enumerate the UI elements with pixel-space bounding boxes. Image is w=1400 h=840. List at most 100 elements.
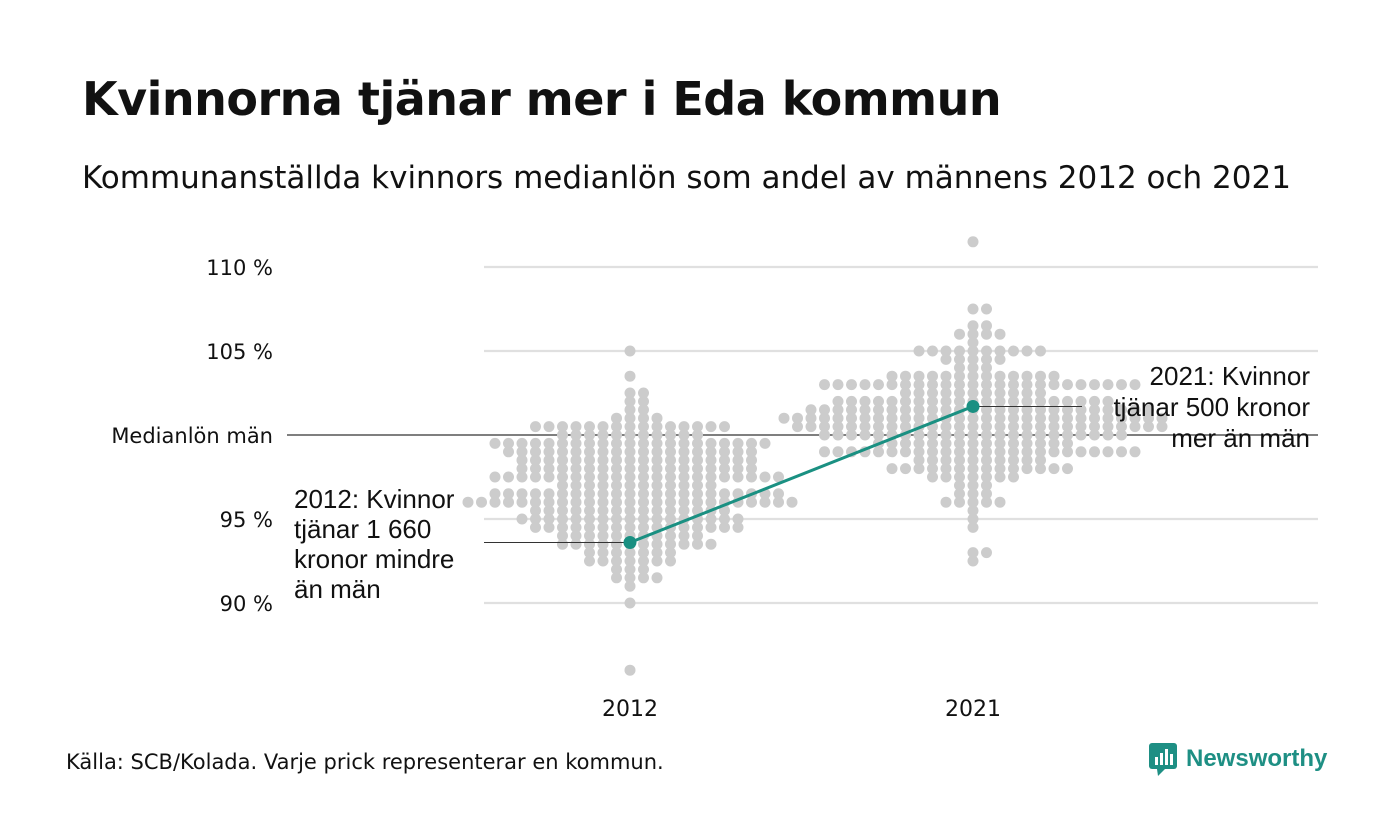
municipality-dot-2021 xyxy=(1021,370,1033,382)
municipality-dot-2012 xyxy=(624,345,636,357)
annotations: 2012: Kvinnor tjänar 1 660 kronor mindre än… xyxy=(294,361,1310,604)
municipality-dot-2012 xyxy=(530,463,541,475)
municipality-dot-2012 xyxy=(489,496,501,508)
municipality-dot-2021 xyxy=(1102,429,1114,441)
municipality-dot-2012 xyxy=(638,463,649,475)
municipality-dot-2012 xyxy=(557,488,568,500)
municipality-dot-2021 xyxy=(1008,404,1019,416)
municipality-dot-2021 xyxy=(913,429,925,441)
municipality-dot-2012 xyxy=(570,538,582,550)
municipality-dot-2012 xyxy=(638,555,649,567)
municipality-dot-2012 xyxy=(746,463,757,475)
municipality-dot-2021 xyxy=(819,379,830,391)
municipality-dot-2012 xyxy=(746,437,757,449)
municipality-dot-2021 xyxy=(967,320,979,332)
municipality-dot-2012 xyxy=(611,446,622,458)
municipality-dot-2012 xyxy=(503,496,514,508)
newsworthy-logo[interactable]: Newsworthy xyxy=(1148,742,1327,776)
municipality-dot-2021 xyxy=(994,429,1006,441)
municipality-dot-2021 xyxy=(859,379,871,391)
municipality-dot-2021 xyxy=(900,379,911,391)
municipality-dot-2012 xyxy=(584,437,595,449)
municipality-dot-2012 xyxy=(705,488,717,500)
municipality-dot-2012 xyxy=(705,454,717,466)
municipality-dot-2012 xyxy=(611,463,622,475)
municipality-dot-2021 xyxy=(1035,345,1046,357)
annotation-line: mer än män xyxy=(1171,423,1310,453)
municipality-dot-2021 xyxy=(1008,395,1019,407)
municipality-dot-2012 xyxy=(597,421,609,433)
municipality-dot-2012 xyxy=(624,429,636,441)
municipality-dot-2012 xyxy=(584,505,595,517)
municipality-dot-2012 xyxy=(570,505,582,517)
municipality-dot-2021 xyxy=(1089,429,1100,441)
municipality-dot-2012 xyxy=(557,446,568,458)
municipality-dot-2021 xyxy=(1008,446,1019,458)
municipality-dot-2012 xyxy=(651,421,663,433)
municipality-dot-2021 xyxy=(1035,437,1046,449)
municipality-dot-2012 xyxy=(597,429,609,441)
municipality-dot-2012 xyxy=(638,471,649,483)
municipality-dot-2012 xyxy=(651,429,663,441)
municipality-dot-2021 xyxy=(927,387,938,399)
municipality-dot-2012 xyxy=(543,454,555,466)
municipality-dot-2021 xyxy=(1021,345,1033,357)
municipality-dot-2012 xyxy=(705,521,717,533)
municipality-dot-2012 xyxy=(611,555,622,567)
municipality-dot-2012 xyxy=(543,488,555,500)
municipality-dot-2012 xyxy=(624,454,636,466)
municipality-dot-2021 xyxy=(967,303,979,315)
municipality-dot-2021 xyxy=(886,421,898,433)
municipality-dot-2021 xyxy=(819,446,830,458)
municipality-dot-2012 xyxy=(530,454,541,466)
municipality-dot-2021 xyxy=(954,421,965,433)
municipality-dot-2021 xyxy=(981,328,992,340)
municipality-dot-2021 xyxy=(967,513,979,525)
municipality-dot-2021 xyxy=(913,387,925,399)
municipality-dot-2012 xyxy=(719,521,730,533)
municipality-dot-2012 xyxy=(746,471,757,483)
municipality-dot-2021 xyxy=(954,471,965,483)
municipality-dot-2012 xyxy=(557,437,568,449)
municipality-dot-2021 xyxy=(913,454,925,466)
municipality-dot-2012 xyxy=(651,488,663,500)
municipality-dot-2021 xyxy=(967,471,979,483)
municipality-dot-2021 xyxy=(1035,412,1046,424)
chart-subtitle: Kommunanställda kvinnors medianlön som a… xyxy=(82,160,1291,196)
municipality-dot-2012 xyxy=(638,505,649,517)
municipality-dot-2021 xyxy=(927,345,938,357)
municipality-dot-2021 xyxy=(981,387,992,399)
municipality-dot-2012 xyxy=(462,496,474,508)
municipality-dot-2021 xyxy=(1143,421,1154,433)
municipality-dot-2012 xyxy=(597,521,609,533)
municipality-dot-2021 xyxy=(954,412,965,424)
municipality-dot-2012 xyxy=(624,664,636,676)
municipality-dot-2012 xyxy=(692,521,703,533)
municipality-dot-2021 xyxy=(967,463,979,475)
municipality-dot-2021 xyxy=(1089,379,1100,391)
municipality-dot-2012 xyxy=(584,513,595,525)
municipality-dot-2021 xyxy=(886,446,898,458)
municipality-dot-2021 xyxy=(819,421,830,433)
municipality-dot-2021 xyxy=(1116,421,1127,433)
municipality-dot-2012 xyxy=(773,471,784,483)
municipality-dot-2021 xyxy=(1008,429,1019,441)
municipality-dot-2012 xyxy=(651,463,663,475)
chart-title: Kvinnorna tjänar mer i Eda kommun xyxy=(82,72,1002,126)
municipality-dot-2021 xyxy=(994,471,1006,483)
municipality-dot-2012 xyxy=(638,572,649,584)
municipality-dot-2021 xyxy=(967,421,979,433)
municipality-dot-2021 xyxy=(994,421,1006,433)
municipality-dot-2021 xyxy=(846,404,857,416)
municipality-dot-2021 xyxy=(1008,454,1019,466)
municipality-dot-2021 xyxy=(940,421,952,433)
municipality-dot-2012 xyxy=(719,463,730,475)
municipality-dot-2012 xyxy=(665,547,676,559)
municipality-dot-2021 xyxy=(1075,446,1087,458)
municipality-dot-2012 xyxy=(624,513,636,525)
municipality-dot-2021 xyxy=(1062,412,1073,424)
municipality-dot-2021 xyxy=(967,379,979,391)
municipality-dot-2012 xyxy=(678,463,690,475)
municipality-dot-2012 xyxy=(557,496,568,508)
municipality-dot-2012 xyxy=(516,496,528,508)
